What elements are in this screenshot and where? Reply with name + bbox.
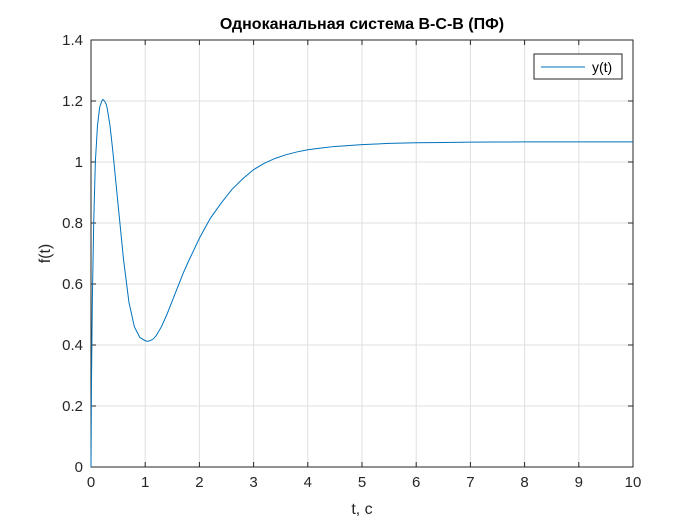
x-axis-label: t, c [351, 501, 372, 518]
y-tick-label: 0.6 [62, 276, 83, 293]
x-tick-label: 5 [358, 474, 366, 491]
x-tick-labels: 0 1 2 3 4 5 6 7 8 9 10 [87, 474, 642, 491]
y-tick-label: 0.4 [62, 337, 83, 354]
y-tick-label: 0.8 [62, 215, 83, 232]
legend: y(t) [533, 53, 623, 80]
y-tick-labels: 0 0.2 0.4 0.6 0.8 1 1.2 1.4 [62, 32, 83, 476]
y-axis-label: f(t) [37, 244, 54, 264]
grid-lines [90, 39, 634, 468]
series-line-y [90, 98, 633, 468]
x-tick-label: 1 [141, 474, 149, 491]
legend-label: y(t) [592, 59, 612, 75]
y-tick-label: 1.2 [62, 93, 83, 110]
x-tick-label: 2 [195, 474, 203, 491]
x-tick-label: 9 [575, 474, 583, 491]
x-tick-label: 3 [249, 474, 257, 491]
chart-title: Одноканальная система В-С-В (ПФ) [220, 16, 504, 33]
y-tick-label: 1 [75, 154, 83, 171]
y-tick-label: 0.2 [62, 398, 83, 415]
x-tick-label: 7 [466, 474, 474, 491]
y-tick-label: 0 [75, 459, 83, 476]
x-tick-label: 10 [625, 474, 642, 491]
x-tick-label: 0 [87, 474, 95, 491]
x-tick-label: 8 [520, 474, 528, 491]
axis-ticks [90, 39, 634, 468]
x-tick-label: 4 [304, 474, 312, 491]
y-tick-label: 1.4 [62, 32, 83, 49]
x-tick-label: 6 [412, 474, 420, 491]
